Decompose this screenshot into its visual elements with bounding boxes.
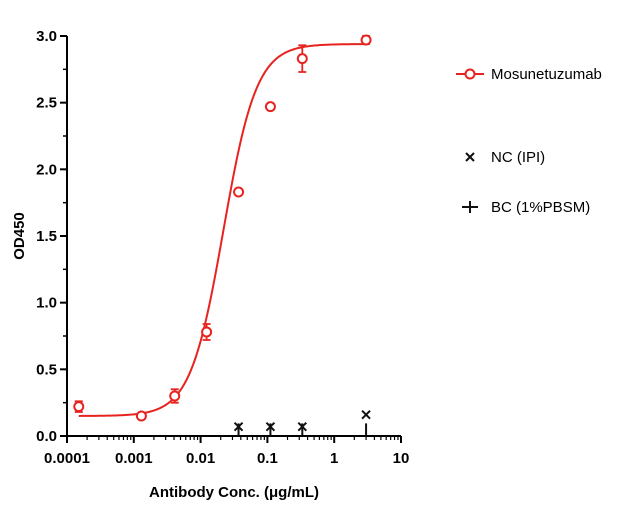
y-tick-label: 2.0 bbox=[36, 161, 57, 178]
y-axis-title: OD450 bbox=[11, 212, 28, 260]
x-tick-label: 0.001 bbox=[115, 450, 153, 467]
data-point bbox=[264, 101, 276, 113]
data-point bbox=[201, 326, 213, 338]
data-point bbox=[169, 390, 181, 402]
data-point bbox=[360, 34, 372, 46]
x-tick-label: 1 bbox=[330, 450, 338, 467]
data-point bbox=[233, 186, 245, 198]
plot-area bbox=[73, 34, 372, 436]
legend-marker bbox=[465, 152, 475, 162]
data-point bbox=[365, 423, 368, 436]
legend-label: Mosunetuzumab bbox=[491, 66, 602, 83]
legend-label: NC (IPI) bbox=[491, 149, 545, 166]
legend-marker bbox=[464, 68, 476, 80]
y-tick-label: 0.0 bbox=[36, 428, 57, 445]
legend-label: BC (1%PBSM) bbox=[491, 199, 590, 216]
x-tick-label: 0.01 bbox=[186, 450, 215, 467]
data-point bbox=[73, 401, 85, 413]
y-tick-label: 1.0 bbox=[36, 295, 57, 312]
data-point bbox=[361, 409, 371, 420]
x-axis-title: Antibody Conc. (μg/mL) bbox=[149, 484, 319, 501]
x-tick-label: 10 bbox=[393, 450, 410, 467]
data-point bbox=[237, 423, 240, 436]
legend: Mosunetuzumab NC (IPI) BC (1%PBSM) bbox=[456, 66, 602, 216]
data-point bbox=[269, 423, 272, 436]
legend-item: BC (1%PBSM) bbox=[462, 199, 590, 216]
axes: 0.0 0.5 1.0 1.5 2.0 2.5 3.0 0.0001 0.001 0.01 0.1 1… bbox=[36, 28, 409, 467]
x-tick-label: 0.1 bbox=[257, 450, 278, 467]
data-point bbox=[301, 423, 304, 436]
y-tick-label: 0.5 bbox=[36, 361, 57, 378]
x-tick-label: 0.0001 bbox=[44, 450, 90, 467]
y-tick-label: 1.5 bbox=[36, 228, 57, 245]
fit-curve bbox=[78, 43, 367, 417]
y-tick-label: 3.0 bbox=[36, 28, 57, 45]
data-point bbox=[135, 410, 147, 422]
data-point bbox=[296, 53, 308, 65]
y-tick-label: 2.5 bbox=[36, 95, 57, 112]
legend-item: NC (IPI) bbox=[465, 149, 545, 166]
legend-item: Mosunetuzumab bbox=[456, 66, 602, 83]
